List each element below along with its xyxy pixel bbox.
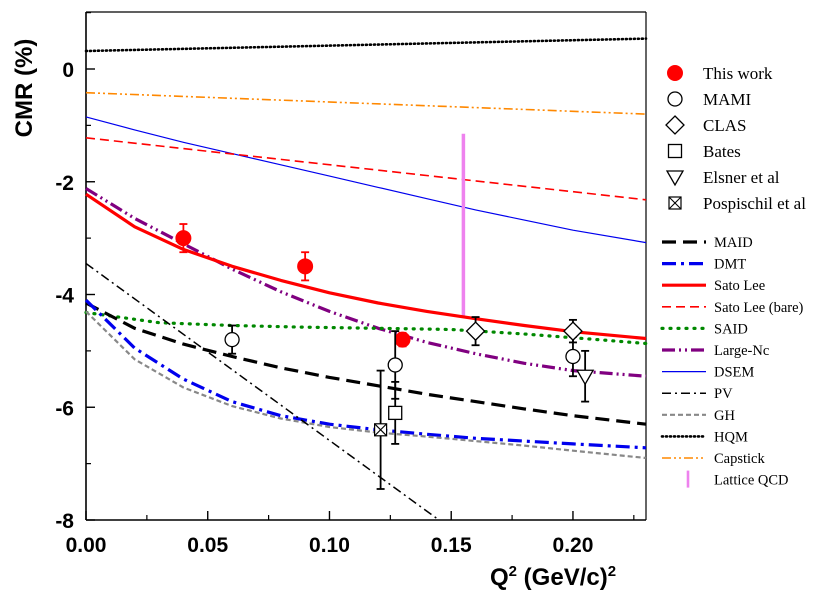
legend-label-pospischil-et-al: Pospischil et al [703, 194, 806, 213]
legend-marker-pospischil-et-al [668, 196, 682, 210]
point-mami [387, 357, 403, 373]
x-tick-label: 0.10 [309, 534, 350, 557]
legend-marker-bates [667, 143, 683, 159]
y-tick-label: -8 [55, 510, 74, 533]
point-this-work [297, 258, 314, 275]
legend-label-dmt: DMT [714, 257, 746, 273]
point-mami [565, 348, 581, 365]
x-axis-title-sup2: 2 [608, 563, 616, 580]
legend-label-maid: MAID [714, 235, 753, 251]
legend-label-this-work: This work [703, 64, 773, 83]
legend-label-lattice-qcd: Lattice QCD [714, 473, 789, 489]
point-clas [465, 321, 486, 342]
legend-label-bates: Bates [703, 142, 741, 161]
axis-ticks: 0.00 0.05 0.10 0.15 0.20 0 -2 -4 -6 -8 [55, 12, 635, 557]
legend-label-hqm: HQM [714, 429, 748, 445]
point-this-work [175, 230, 192, 247]
legend-marker-this-work [667, 65, 683, 81]
legend-label-sato-lee: Sato Lee [714, 278, 765, 294]
y-tick-label: -6 [55, 397, 74, 420]
legend-label-capstick: Capstick [714, 451, 765, 467]
curve-dmt [84, 298, 647, 450]
point-bates [388, 405, 403, 421]
point-clas [563, 321, 583, 342]
x-axis-title-base: Q [490, 564, 509, 591]
curve-hqm [84, 37, 648, 53]
curve-sato-lee-bare [85, 137, 647, 201]
x-axis-title-mid: (GeV/c) [517, 564, 608, 591]
legend-label-mami: MAMI [703, 90, 752, 109]
x-axis-title: Q2 (GeV/c)2 [490, 563, 616, 591]
legend-marker-clas [665, 115, 685, 135]
x-axis-title-sup: 2 [509, 563, 517, 580]
data-points [175, 223, 595, 490]
curve-capstick [85, 91, 647, 115]
x-tick-label: 0.00 [66, 534, 107, 557]
y-tick-label: 0 [62, 59, 74, 82]
y-tick-label: -4 [55, 285, 74, 308]
point-pospischil-et-al [374, 423, 388, 437]
point-mami [224, 331, 240, 348]
legend-label-pv: PV [714, 386, 733, 402]
curve-sato-lee [85, 192, 647, 341]
x-tick-label: 0.15 [431, 534, 472, 557]
legend-label-elsner-et-al: Elsner et al [703, 168, 780, 187]
curve-large-nc [85, 187, 647, 378]
y-axis-title: CMR (%) [11, 39, 38, 138]
legend-label-large-nc: Large-Nc [714, 343, 769, 359]
point-elsner-et-al [576, 369, 595, 386]
legend-marker-mami [667, 91, 683, 107]
curve-gh [85, 310, 647, 460]
y-tick-label: -2 [55, 172, 74, 195]
legend-label-clas: CLAS [703, 116, 746, 135]
legend-label-sato-lee-bare: Sato Lee (bare) [714, 300, 804, 316]
curve-maid [85, 301, 647, 426]
legend-label-said: SAID [714, 321, 748, 337]
legend-label-dsem: DSEM [714, 365, 754, 381]
model-curves [84, 37, 648, 521]
legend-label-gh: GH [714, 408, 735, 424]
legend-marker-elsner-et-al [665, 170, 685, 187]
curve-dsem [85, 116, 647, 244]
x-tick-label: 0.20 [553, 534, 594, 557]
x-tick-label: 0.05 [187, 534, 228, 557]
point-this-work [394, 331, 411, 348]
legend: This work MAMI CLAS Bates Elsner et al Pospis… [660, 64, 806, 489]
